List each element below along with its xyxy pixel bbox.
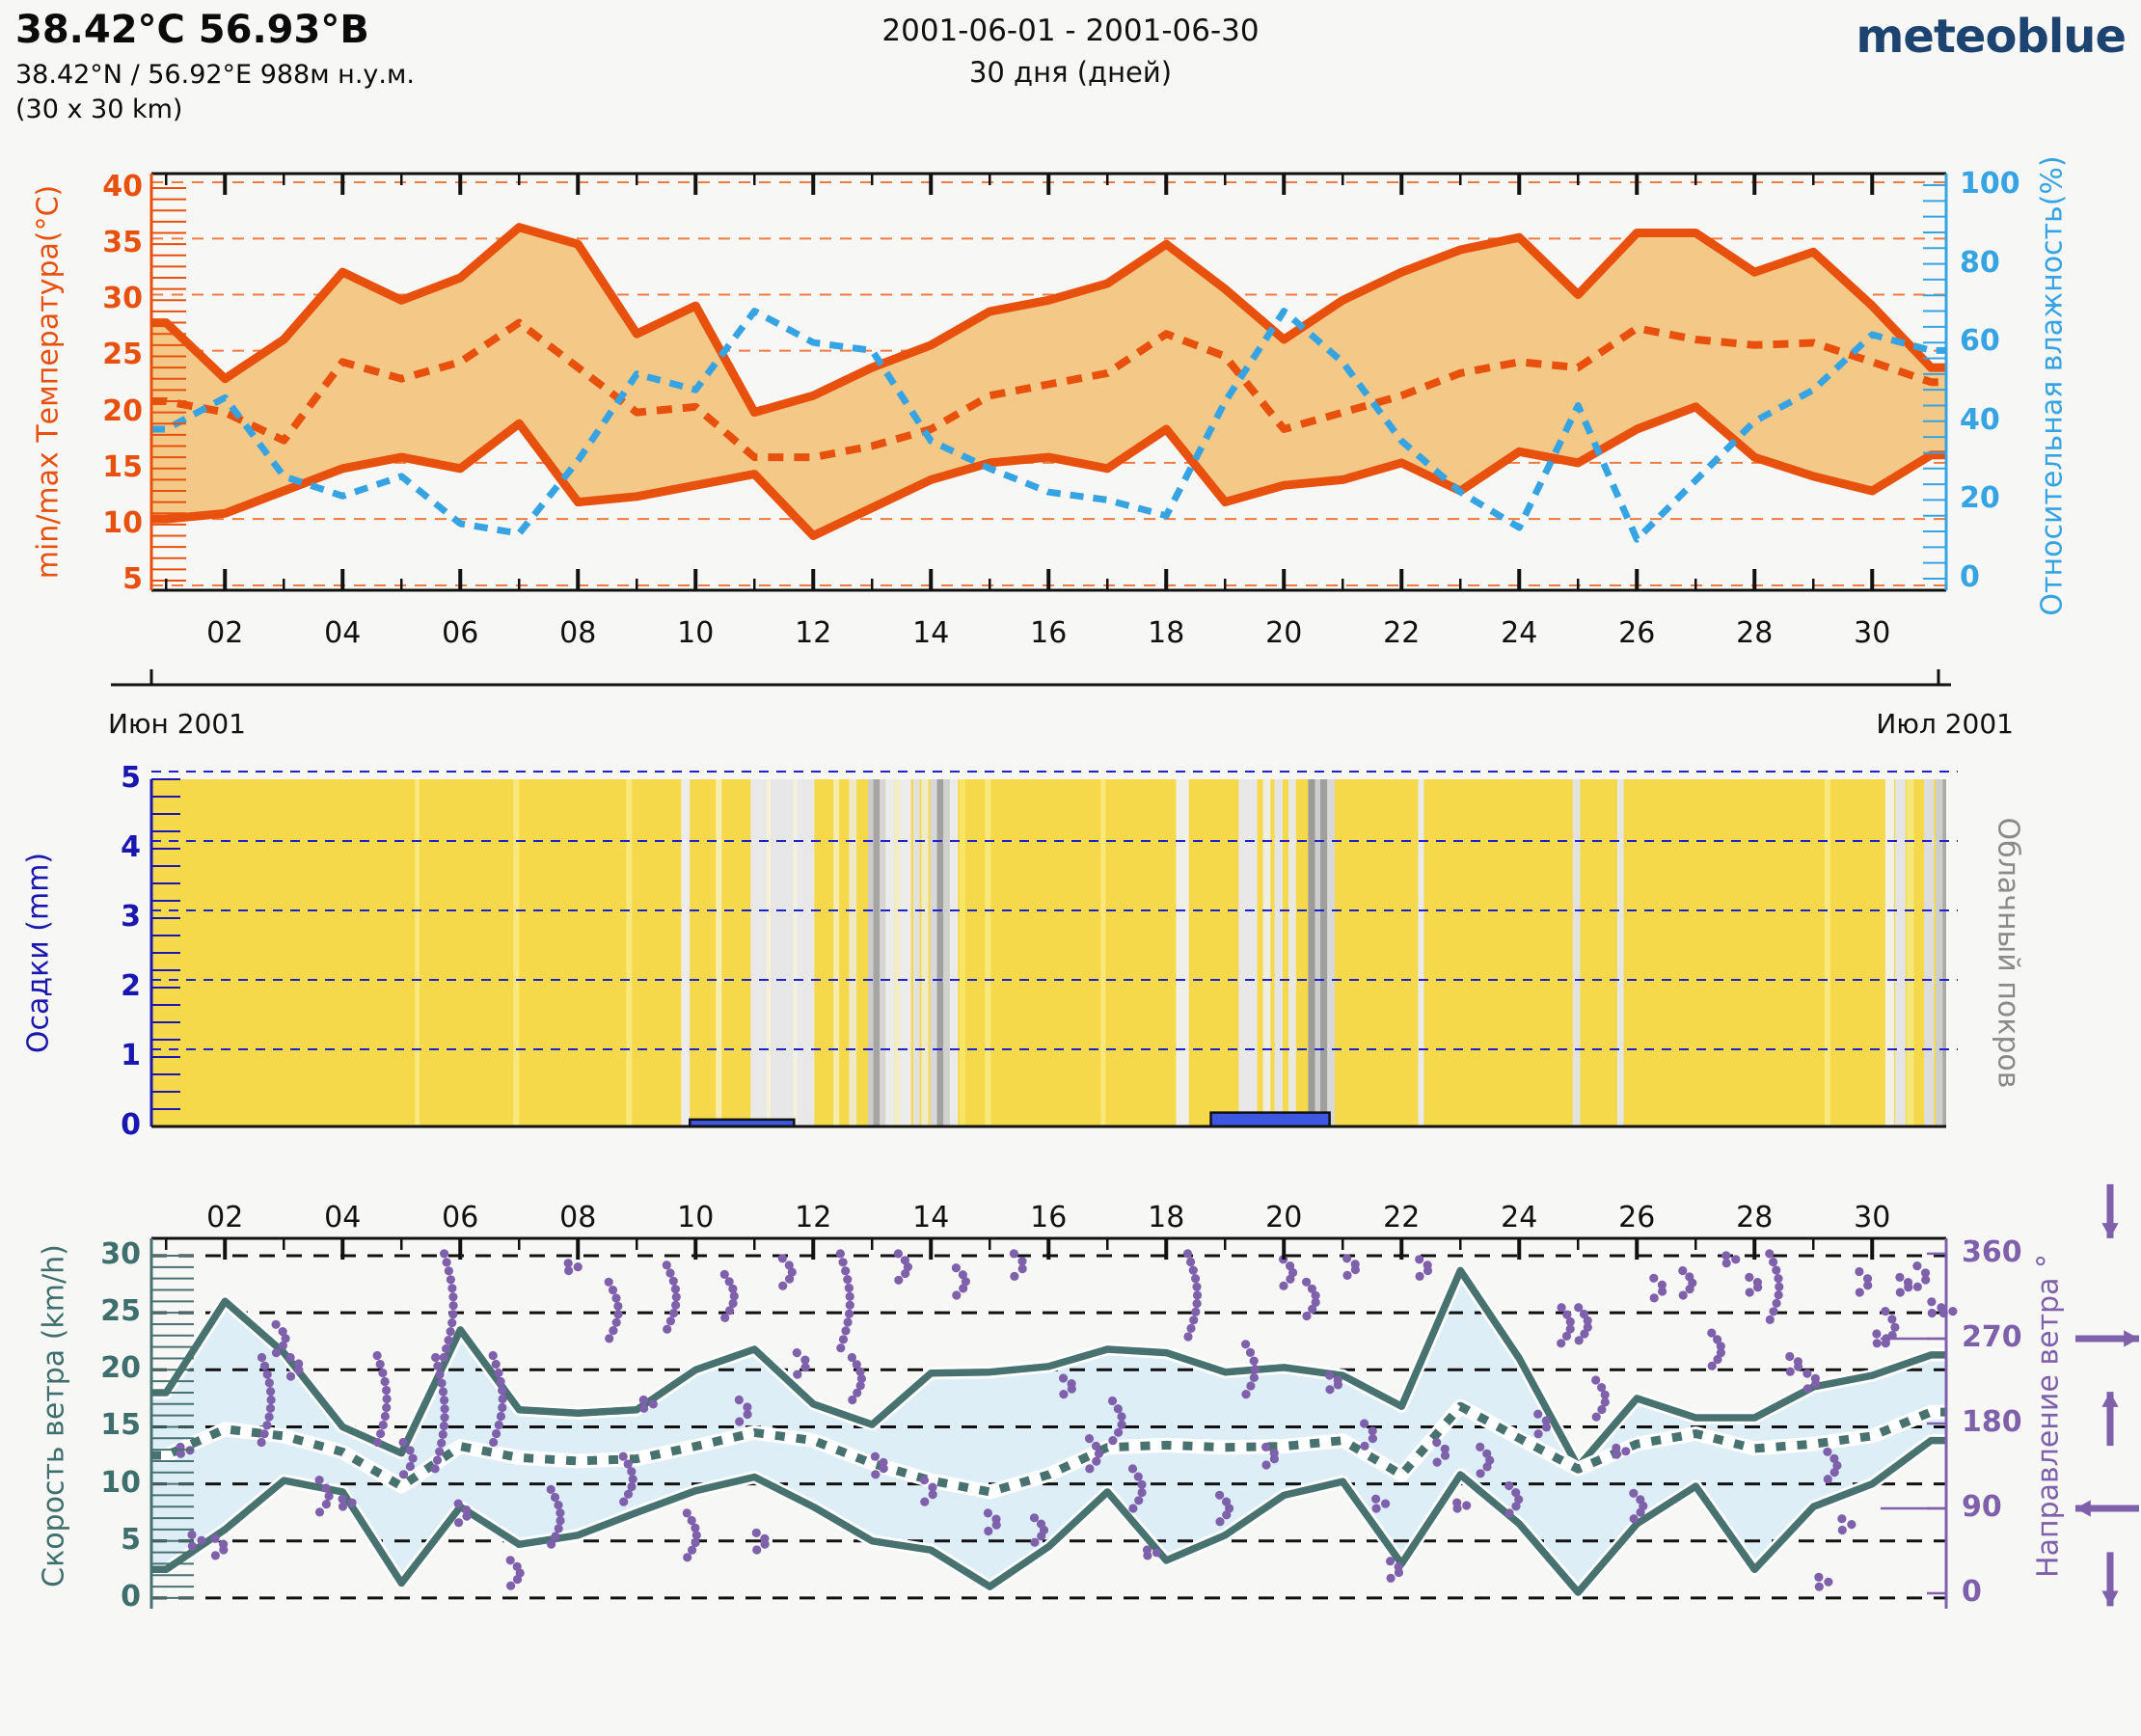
humidity-tick-label: 0 xyxy=(1960,560,1980,594)
grid-cell-size: (30 x 30 km) xyxy=(15,95,183,124)
wind-day-tick-label: 16 xyxy=(1030,1201,1068,1234)
day-tick-label: 08 xyxy=(559,616,597,650)
temperature-panel-frame xyxy=(149,172,1948,592)
wind-tick-label: 30 xyxy=(100,1237,141,1271)
date-range: 2001-06-01 - 2001-06-30 xyxy=(881,14,1260,48)
temp-tick-label: 35 xyxy=(102,226,143,260)
temperature-minor-ticks xyxy=(151,184,1946,583)
day-tick-label: 02 xyxy=(206,616,244,650)
wind-day-tick-label: 04 xyxy=(324,1201,362,1234)
precip-tick-label: 4 xyxy=(121,830,141,864)
precip-tick-label: 1 xyxy=(121,1039,141,1072)
page-title-coordinates: 38.42°C 56.93°В xyxy=(15,8,369,52)
cloud-cover-stripes xyxy=(415,779,1946,1126)
wind-day-tick-label: 20 xyxy=(1265,1201,1303,1234)
day-tick-label: 28 xyxy=(1736,616,1774,650)
wind-day-tick-label: 14 xyxy=(912,1201,950,1234)
wind-day-tick-label: 24 xyxy=(1501,1201,1538,1234)
wind-direction-axis-title: Направление ветра ° xyxy=(2031,1254,2066,1578)
wind-direction-dots xyxy=(176,1249,1958,1591)
wind-panel xyxy=(151,1254,1946,1600)
humidity-axis-title: Относительная влажность(%) xyxy=(2035,155,2070,616)
day-tick-label: 26 xyxy=(1618,616,1656,650)
temp-tick-label: 40 xyxy=(102,170,143,203)
day-tick-label: 06 xyxy=(442,616,479,650)
temp-tick-label: 10 xyxy=(102,505,143,540)
wind-tick-label: 10 xyxy=(100,1465,141,1500)
temperature-axis-title: min/max Температура(°C) xyxy=(31,184,66,580)
day-tick-label: 14 xyxy=(912,616,950,650)
temp-tick-label: 30 xyxy=(102,282,143,316)
precipitation-cloud-panel xyxy=(151,779,1946,1126)
day-tick-label: 12 xyxy=(795,616,832,650)
precip-tick-label: 5 xyxy=(121,761,141,795)
wind-day-tick-label: 22 xyxy=(1383,1201,1421,1234)
humidity-tick-label: 100 xyxy=(1960,167,2020,201)
wind-tick-label: 25 xyxy=(100,1294,141,1329)
direction-tick-label: 270 xyxy=(1962,1319,2022,1354)
month-label-june: Июн 2001 xyxy=(108,708,246,740)
day-tick-label: 10 xyxy=(677,616,715,650)
temp-tick-label: 25 xyxy=(102,338,143,372)
wind-day-tick-label: 28 xyxy=(1736,1201,1774,1234)
wind-speed-axis-title: Скорость ветра (km/h) xyxy=(37,1244,71,1587)
direction-tick-label: 90 xyxy=(1962,1489,2002,1524)
direction-tick-label: 360 xyxy=(1962,1234,2022,1269)
humidity-tick-label: 40 xyxy=(1960,402,2000,437)
temperature-humidity-panel xyxy=(151,181,1946,586)
humidity-tick-label: 80 xyxy=(1960,245,2000,280)
month-axis xyxy=(111,669,1951,687)
wind-day-tick-label: 02 xyxy=(206,1201,244,1234)
humidity-tick-label: 20 xyxy=(1960,481,2000,516)
precip-tick-label: 3 xyxy=(121,900,141,934)
wind-frame xyxy=(149,1236,1948,1609)
temp-tick-label: 15 xyxy=(102,449,143,484)
day-tick-label: 04 xyxy=(324,616,362,650)
precip-tick-label: 2 xyxy=(121,969,141,1003)
direction-tick-label: 0 xyxy=(1962,1575,1982,1609)
wind-day-tick-label: 30 xyxy=(1854,1201,1891,1234)
day-tick-label: 18 xyxy=(1148,616,1185,650)
wind-tick-label: 20 xyxy=(100,1351,141,1386)
wind-day-tick-label: 18 xyxy=(1148,1201,1185,1234)
day-tick-label: 24 xyxy=(1501,616,1538,650)
duration-label: 30 дня (дней) xyxy=(968,56,1173,89)
humidity-tick-label: 60 xyxy=(1960,324,2000,359)
wind-tick-label: 15 xyxy=(100,1408,141,1443)
cloud-cover-axis-title: Облачный покров xyxy=(1991,817,2025,1089)
wind-tick-label: 5 xyxy=(121,1522,141,1557)
day-tick-label: 22 xyxy=(1383,616,1421,650)
wind-direction-arrows xyxy=(2075,1183,2139,1607)
direction-tick-label: 180 xyxy=(1962,1404,2022,1439)
coordinates-subtitle: 38.42°N / 56.92°E 988м н.у.м. xyxy=(15,60,415,90)
precip-frame xyxy=(149,778,1946,1128)
temp-tick-label: 5 xyxy=(122,562,143,597)
day-tick-label: 16 xyxy=(1030,616,1068,650)
wind-day-tick-label: 08 xyxy=(559,1201,597,1234)
temp-tick-label: 20 xyxy=(102,393,143,428)
wind-day-tick-label: 26 xyxy=(1618,1201,1656,1234)
precip-gridlines xyxy=(151,771,1958,1050)
day-tick-label: 20 xyxy=(1265,616,1303,650)
precipitation-axis-title: Осадки (mm) xyxy=(21,852,56,1054)
wind-day-tick-label: 12 xyxy=(795,1201,832,1234)
wind-tick-label: 0 xyxy=(121,1579,141,1614)
wind-day-tick-label: 10 xyxy=(677,1201,715,1234)
precip-tick-label: 0 xyxy=(121,1108,141,1142)
month-label-july: Июл 2001 xyxy=(1876,708,2014,740)
wind-day-tick-label: 06 xyxy=(442,1201,479,1234)
day-tick-label: 30 xyxy=(1854,616,1891,650)
meteoblue-logo: meteoblue xyxy=(1856,10,2127,64)
